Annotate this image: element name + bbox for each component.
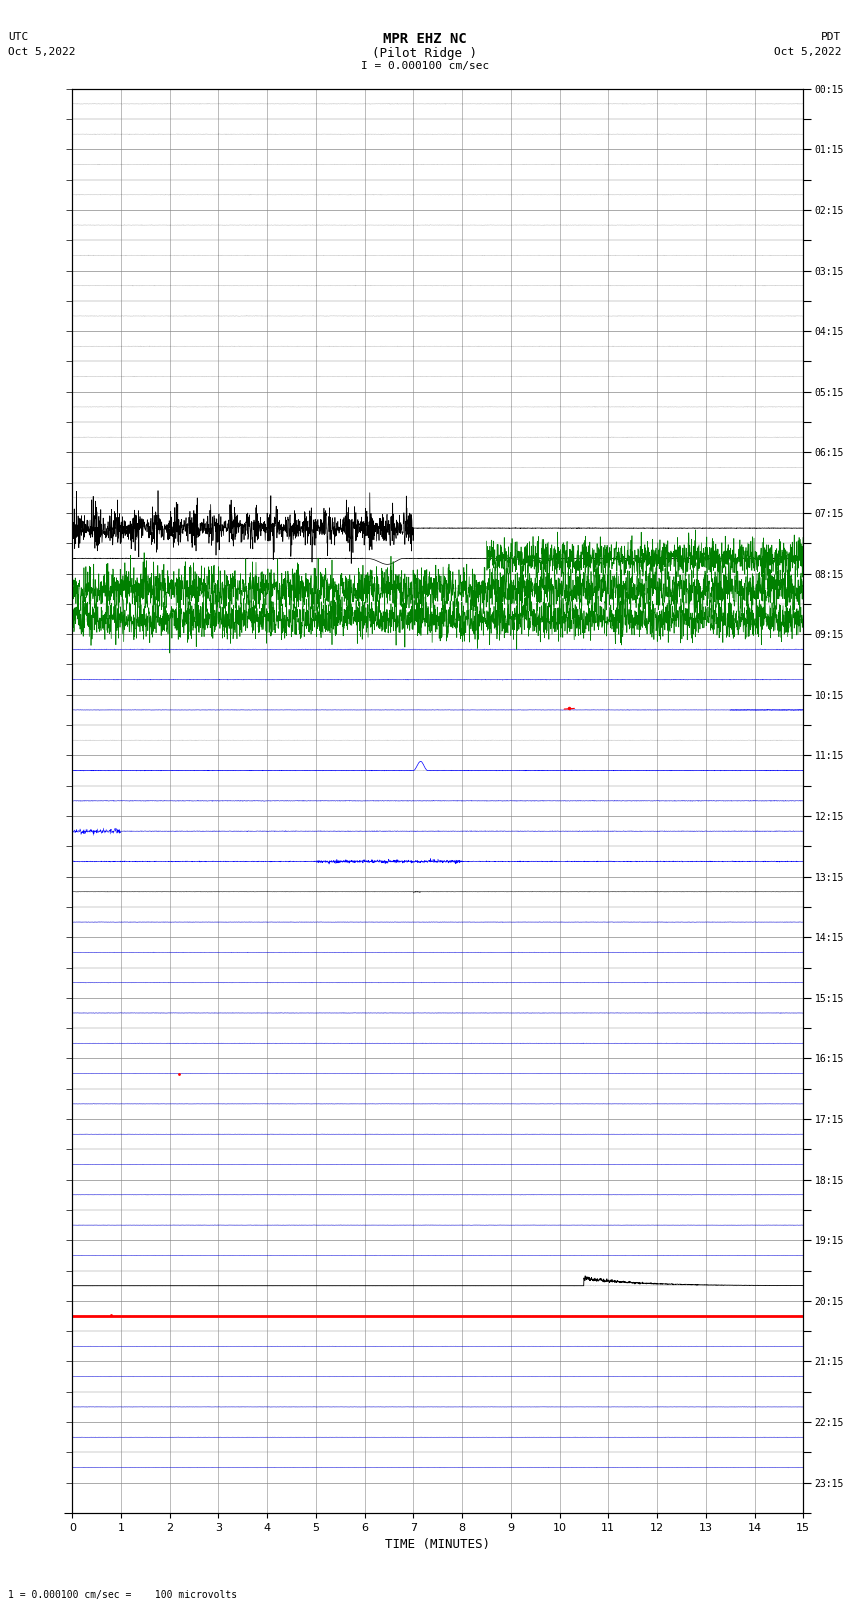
Text: MPR EHZ NC: MPR EHZ NC	[383, 32, 467, 47]
Text: Oct 5,2022: Oct 5,2022	[8, 47, 76, 56]
Text: (Pilot Ridge ): (Pilot Ridge )	[372, 47, 478, 60]
Text: UTC: UTC	[8, 32, 29, 42]
Text: 1 = 0.000100 cm/sec =    100 microvolts: 1 = 0.000100 cm/sec = 100 microvolts	[8, 1590, 238, 1600]
X-axis label: TIME (MINUTES): TIME (MINUTES)	[385, 1539, 490, 1552]
Text: Oct 5,2022: Oct 5,2022	[774, 47, 842, 56]
Text: I = 0.000100 cm/sec: I = 0.000100 cm/sec	[361, 61, 489, 71]
Text: PDT: PDT	[821, 32, 842, 42]
